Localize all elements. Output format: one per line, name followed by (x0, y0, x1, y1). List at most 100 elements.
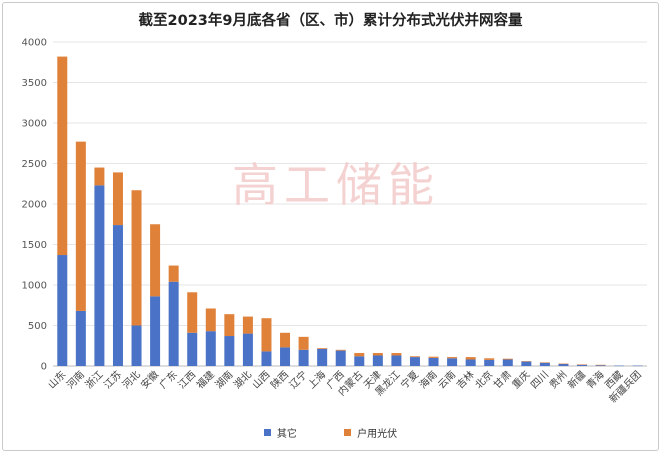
bar-segment[interactable] (465, 357, 476, 360)
bar-segment[interactable] (539, 362, 550, 366)
bar-segment[interactable] (242, 333, 253, 366)
x-tick-label: 江苏 (101, 368, 124, 391)
bar-segment[interactable] (595, 365, 606, 366)
bar-segment[interactable] (298, 336, 309, 350)
bar-segment[interactable] (632, 365, 643, 367)
y-tick-label: 0 (41, 362, 47, 373)
legend-swatch-other (263, 429, 271, 436)
bar-segment[interactable] (280, 332, 291, 348)
x-tick-label: 宁夏 (398, 368, 421, 391)
bar-segment[interactable] (409, 357, 420, 366)
bar-segment[interactable] (502, 358, 513, 360)
bar-segment[interactable] (187, 292, 198, 333)
bar-segment[interactable] (558, 363, 569, 365)
bar-segment[interactable] (94, 167, 105, 186)
bar-segment[interactable] (261, 318, 272, 352)
bar-segment[interactable] (94, 185, 105, 366)
x-tick-label: 四川 (529, 369, 551, 391)
y-tick-label: 1500 (22, 240, 47, 251)
bar-segment[interactable] (428, 356, 439, 358)
bar-segment[interactable] (75, 141, 86, 311)
bar-segment[interactable] (484, 358, 495, 360)
bar-segment[interactable] (57, 255, 68, 366)
bar-segment[interactable] (112, 225, 123, 366)
x-tick-label: 重庆 (509, 368, 532, 391)
x-tick-label: 安徽 (138, 368, 161, 391)
bar-segment[interactable] (372, 355, 383, 366)
bar-segment[interactable] (168, 265, 179, 282)
bar-segment[interactable] (168, 281, 179, 366)
bar-segment[interactable] (75, 310, 86, 366)
x-tick-label: 吉林 (453, 368, 476, 391)
y-tick-label: 4000 (22, 38, 47, 49)
legend: 其它 户用光伏 (3, 425, 658, 440)
bar-segment[interactable] (502, 359, 513, 366)
x-tick-label: 浙江 (83, 369, 106, 392)
bar-segment[interactable] (112, 172, 123, 226)
stacked-bar-chart: 高工储能 0 500 1000 1500 2000 2500 3000 3500 4000 山东… (22, 38, 647, 405)
y-tick-label: 1000 (22, 281, 47, 292)
bar-segment[interactable] (131, 190, 142, 326)
bar-segment[interactable] (447, 358, 458, 366)
legend-label-other: 其它 (276, 429, 297, 440)
y-tick-label: 3500 (22, 78, 47, 89)
bar-segment[interactable] (484, 359, 495, 366)
bar-segment[interactable] (224, 336, 235, 366)
bar-segment[interactable] (131, 325, 142, 367)
bar-segment[interactable] (521, 361, 532, 366)
legend-item-residential-pv[interactable]: 户用光伏 (344, 425, 397, 440)
bar-segment[interactable] (280, 347, 291, 366)
x-tick-label: 陕西 (268, 368, 291, 391)
y-axis-ticks: 0 500 1000 1500 2000 2500 3000 3500 4000 (22, 38, 47, 373)
bar-segment[interactable] (577, 364, 588, 365)
x-tick-label: 福建 (194, 368, 217, 391)
x-tick-label: 江西 (176, 369, 199, 392)
bar-segment[interactable] (150, 296, 161, 366)
bars (57, 56, 643, 367)
bar-segment[interactable] (205, 331, 216, 366)
bar-segment[interactable] (614, 365, 625, 367)
x-tick-label: 新疆 (565, 368, 588, 391)
bar-segment[interactable] (317, 348, 328, 349)
bar-segment[interactable] (595, 364, 606, 366)
bar-segment[interactable] (242, 316, 253, 334)
chart-title: 截至2023年9月底各省（区、市）累计分布式光伏并网容量 (138, 13, 523, 29)
x-tick-label: 辽宁 (286, 368, 309, 391)
bar-segment[interactable] (428, 357, 439, 366)
bar-segment[interactable] (150, 224, 161, 297)
y-tick-label: 2000 (22, 200, 47, 211)
y-tick-label: 500 (28, 321, 47, 332)
x-axis-ticks: 山东河南浙江江苏河北安徽广东江西福建湖南湖北山西陕西辽宁上海广西内蒙古天津黑龙江… (45, 368, 644, 405)
bar-segment[interactable] (224, 314, 235, 337)
bar-segment[interactable] (298, 349, 309, 366)
watermark: 高工储能 (232, 158, 440, 212)
x-tick-label: 上海 (305, 368, 328, 391)
bar-segment[interactable] (521, 361, 532, 362)
gridlines (53, 41, 647, 367)
bar-segment[interactable] (558, 363, 569, 366)
bar-segment[interactable] (447, 357, 458, 359)
bar-segment[interactable] (465, 359, 476, 366)
x-tick-label: 湖南 (212, 368, 235, 391)
bar-segment[interactable] (335, 349, 346, 351)
bar-segment[interactable] (205, 308, 216, 332)
bar-segment[interactable] (409, 356, 420, 358)
y-tick-label: 3000 (22, 119, 47, 130)
legend-item-other[interactable]: 其它 (263, 425, 297, 440)
bar-segment[interactable] (261, 351, 272, 366)
x-tick-label: 山西 (250, 369, 273, 392)
bar-segment[interactable] (187, 332, 198, 366)
bar-segment[interactable] (317, 348, 328, 366)
bar-segment[interactable] (372, 353, 383, 356)
bar-segment[interactable] (391, 353, 402, 356)
bar-segment[interactable] (354, 356, 365, 366)
bar-segment[interactable] (335, 350, 346, 366)
bar-segment[interactable] (391, 355, 402, 366)
x-tick-label: 山东 (45, 368, 68, 391)
bar-segment[interactable] (539, 362, 550, 363)
bar-segment[interactable] (354, 353, 365, 357)
x-tick-label: 湖北 (231, 369, 254, 392)
bar-segment[interactable] (57, 56, 68, 256)
bar-segment[interactable] (577, 364, 588, 366)
